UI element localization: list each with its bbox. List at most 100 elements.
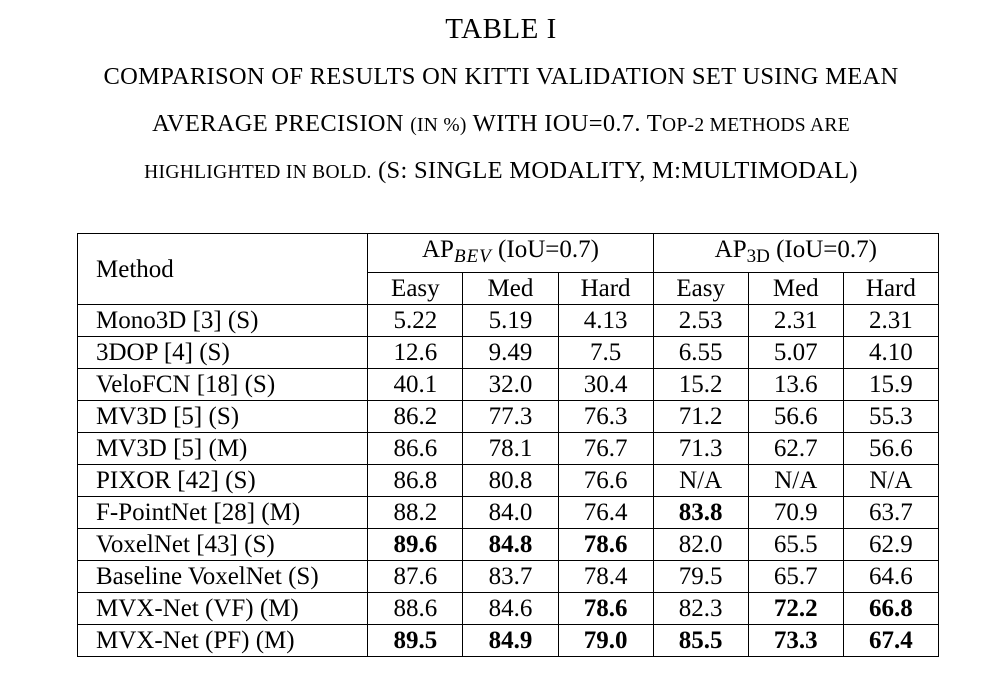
value-cell: 73.3	[747, 624, 844, 657]
value-cell: 76.3	[557, 400, 654, 433]
group-header-bev-suffix: (IoU=0.7)	[491, 236, 599, 263]
caption-line-2-a: AVERAGE PRECISION	[152, 110, 411, 137]
caption-line-3: HIGHLIGHTED IN BOLD. (S: SINGLE MODALITY…	[0, 153, 1002, 191]
value-cell: 78.6	[557, 592, 654, 625]
value-cell: 2.31	[747, 304, 844, 337]
group-header-3d: AP3D (IoU=0.7)	[652, 233, 940, 273]
value-cell: 4.13	[557, 304, 654, 337]
method-cell: MV3D [5] (M)	[76, 432, 369, 465]
value-cell: 83.7	[462, 560, 559, 593]
value-cell: 66.8	[842, 592, 940, 625]
value-cell: 70.9	[747, 496, 844, 529]
caption-line-2-c: WITH IOU=0.7. T	[466, 110, 663, 137]
table-row: F-PointNet [28] (M) 88.2 84.0 76.4 83.8 70.9 6…	[76, 496, 940, 529]
table-row: 3DOP [4] (S) 12.6 9.49 7.5 6.55 5.07 4.10	[76, 336, 940, 369]
value-cell: 78.1	[462, 432, 559, 465]
value-cell: 15.2	[652, 368, 749, 401]
table-row: VoxelNet [43] (S) 89.6 84.8 78.6 82.0 65.5 62.…	[76, 528, 940, 561]
method-cell: MVX-Net (VF) (M)	[76, 592, 369, 625]
value-cell: 5.07	[747, 336, 844, 369]
value-cell: 88.6	[367, 592, 464, 625]
table-row: VeloFCN [18] (S) 40.1 32.0 30.4 15.2 13.6 15.9	[76, 368, 940, 401]
caption-line-2: AVERAGE PRECISION (IN %) WITH IOU=0.7. T…	[0, 107, 1002, 143]
method-cell: PIXOR [42] (S)	[76, 464, 369, 497]
table-body: Mono3D [3] (S) 5.22 5.19 4.13 2.53 2.31 2.31 3D…	[76, 304, 940, 657]
value-cell: 62.9	[842, 528, 940, 561]
value-cell: 63.7	[842, 496, 940, 529]
subheader-cell: Med	[462, 272, 559, 305]
value-cell: 86.2	[367, 400, 464, 433]
subheader-cell: Easy	[367, 272, 464, 305]
value-cell: 32.0	[462, 368, 559, 401]
value-cell: 84.9	[462, 624, 559, 657]
value-cell: 77.3	[462, 400, 559, 433]
value-cell: 82.0	[652, 528, 749, 561]
value-cell: 67.4	[842, 624, 940, 657]
value-cell: 9.49	[462, 336, 559, 369]
value-cell: 83.8	[652, 496, 749, 529]
value-cell: 87.6	[367, 560, 464, 593]
value-cell: 55.3	[842, 400, 940, 433]
value-cell: 84.8	[462, 528, 559, 561]
table-row: Mono3D [3] (S) 5.22 5.19 4.13 2.53 2.31 2.31	[76, 304, 940, 337]
group-header-bev-prefix: AP	[422, 236, 454, 263]
value-cell: 30.4	[557, 368, 654, 401]
value-cell: 40.1	[367, 368, 464, 401]
table-row: MVX-Net (PF) (M) 89.5 84.9 79.0 85.5 73.3 67.4	[76, 624, 940, 657]
value-cell: 84.6	[462, 592, 559, 625]
method-cell: 3DOP [4] (S)	[76, 336, 369, 369]
group-header-3d-prefix: AP	[714, 236, 747, 263]
value-cell: 79.0	[557, 624, 654, 657]
value-cell: 86.8	[367, 464, 464, 497]
method-cell: MVX-Net (PF) (M)	[76, 624, 369, 657]
value-cell: 76.7	[557, 432, 654, 465]
caption-line-2-b: (IN %)	[410, 115, 467, 136]
value-cell: 56.6	[747, 400, 844, 433]
value-cell: 85.5	[652, 624, 749, 657]
method-cell: VoxelNet [43] (S)	[76, 528, 369, 561]
value-cell: 82.3	[652, 592, 749, 625]
method-cell: MV3D [5] (S)	[76, 400, 369, 433]
group-header-3d-suffix: (IoU=0.7)	[769, 236, 877, 263]
value-cell: 65.5	[747, 528, 844, 561]
subheader-cell: Hard	[557, 272, 654, 305]
table-number: TABLE I	[445, 13, 557, 45]
value-cell: 5.19	[462, 304, 559, 337]
value-cell: 71.2	[652, 400, 749, 433]
value-cell: 2.31	[842, 304, 940, 337]
value-cell: N/A	[652, 464, 749, 497]
value-cell: 4.10	[842, 336, 940, 369]
method-header: Method	[76, 233, 369, 305]
value-cell: 5.22	[367, 304, 464, 337]
table-row: PIXOR [42] (S) 86.8 80.8 76.6 N/A N/A N/A	[76, 464, 940, 497]
value-cell: 76.4	[557, 496, 654, 529]
value-cell: 80.8	[462, 464, 559, 497]
caption-line-2-d: OP-2 METHODS ARE	[662, 115, 850, 136]
value-cell: 86.6	[367, 432, 464, 465]
group-header-3d-sub: 3D	[746, 246, 770, 267]
method-cell: VeloFCN [18] (S)	[76, 368, 369, 401]
value-cell: 89.5	[367, 624, 464, 657]
value-cell: 2.53	[652, 304, 749, 337]
value-cell: 78.4	[557, 560, 654, 593]
value-cell: 56.6	[842, 432, 940, 465]
caption-line-1: COMPARISON OF RESULTS ON KITTI VALIDATIO…	[103, 63, 899, 90]
subheader-cell: Med	[747, 272, 844, 305]
method-cell: Mono3D [3] (S)	[76, 304, 369, 337]
header-row-groups: Method APBEV (IoU=0.7) AP3D (IoU=0.7)	[76, 233, 940, 305]
table-row: MV3D [5] (S) 86.2 77.3 76.3 71.2 56.6 55.3	[76, 400, 940, 433]
value-cell: 84.0	[462, 496, 559, 529]
value-cell: 7.5	[557, 336, 654, 369]
caption-line-3-a: HIGHLIGHTED IN BOLD.	[144, 162, 372, 183]
value-cell: 64.6	[842, 560, 940, 593]
subheader-cell: Easy	[652, 272, 749, 305]
table-row: MV3D [5] (M) 86.6 78.1 76.7 71.3 62.7 56.6	[76, 432, 940, 465]
table-row: MVX-Net (VF) (M) 88.6 84.6 78.6 82.3 72.2 66.8	[76, 592, 940, 625]
value-cell: 13.6	[747, 368, 844, 401]
value-cell: N/A	[747, 464, 844, 497]
value-cell: 89.6	[367, 528, 464, 561]
value-cell: 6.55	[652, 336, 749, 369]
value-cell: 65.7	[747, 560, 844, 593]
value-cell: 78.6	[557, 528, 654, 561]
method-cell: F-PointNet [28] (M)	[76, 496, 369, 529]
